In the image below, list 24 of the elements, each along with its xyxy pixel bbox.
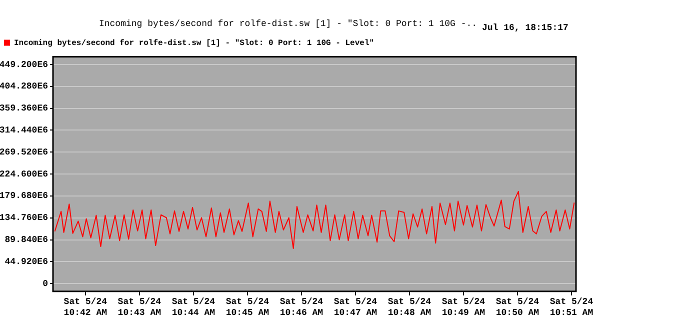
- chart-title: Incoming bytes/second for rolfe-dist.sw [1] - "Slot: 0 Port: 1 10G -..: [98, 18, 478, 29]
- y-tick-label: 134.760E6: [0, 213, 48, 224]
- x-tick-label: Sat 5/24 10:43 AM: [118, 297, 162, 318]
- y-tick-label: 44.920E6: [4, 256, 48, 267]
- x-tick-label: Sat 5/24 10:48 AM: [388, 297, 432, 318]
- y-tick-label: 224.600E6: [0, 169, 48, 180]
- y-tick-label: 269.520E6: [0, 147, 48, 158]
- y-tick-label: 89.840E6: [4, 235, 48, 246]
- x-tick-label: Sat 5/24 10:50 AM: [496, 297, 540, 318]
- x-tick-label: Sat 5/24 10:46 AM: [280, 297, 324, 318]
- y-tick-label: 359.360E6: [0, 104, 48, 114]
- y-tick-label: 179.680E6: [0, 191, 48, 202]
- text: Jul 16, 18:15:17: [482, 23, 568, 33]
- y-tick-label: 0: [42, 278, 48, 289]
- x-tick-label: Sat 5/24 10:51 AM: [550, 297, 594, 318]
- x-tick-label: Sat 5/24 10:44 AM: [172, 297, 216, 318]
- x-tick-label: Sat 5/24 10:49 AM: [442, 297, 486, 318]
- x-tick-label: Sat 5/24 10:45 AM: [226, 297, 270, 318]
- y-tick-label: 314.440E6: [0, 126, 48, 136]
- y-tick-label: 404.280E6: [0, 82, 48, 92]
- legend-label: Incoming bytes/second for rolfe-dist.sw [1] - "Slot: 0 Port: 1 10G - Level": [14, 38, 374, 48]
- x-tick-label: Sat 5/24 10:42 AM: [64, 297, 108, 318]
- y-tick-label: 449.200E6: [0, 60, 48, 70]
- x-tick-label: Sat 5/24 10:47 AM: [334, 297, 378, 318]
